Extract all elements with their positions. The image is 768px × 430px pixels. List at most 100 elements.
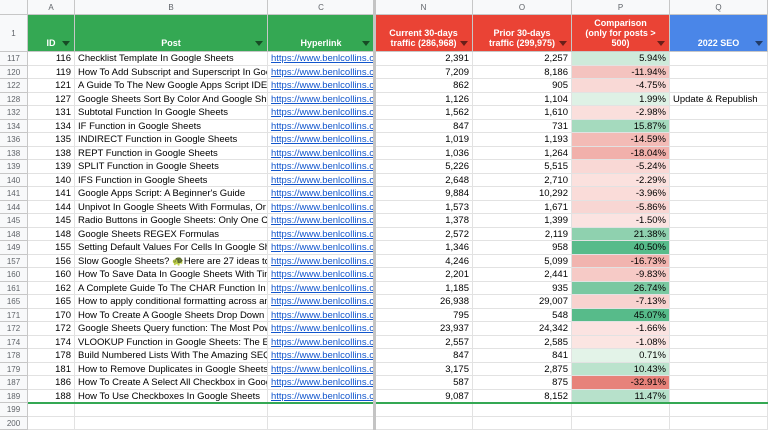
row-number[interactable]: 178 (0, 349, 28, 363)
cell-prior[interactable]: 2,585 (473, 335, 572, 349)
cell-prior[interactable]: 1,399 (473, 214, 572, 228)
cell-prior[interactable]: 841 (473, 349, 572, 363)
row-number[interactable]: 189 (0, 389, 28, 403)
row-number[interactable]: 132 (0, 106, 28, 120)
cell-current[interactable]: 7,209 (375, 65, 473, 79)
cell-current[interactable]: 9,087 (375, 389, 473, 403)
column-header[interactable]: Post (75, 15, 268, 52)
cell-current[interactable]: 2,648 (375, 173, 473, 187)
cell-post[interactable]: How to apply conditional formatting acro… (75, 295, 268, 309)
cell-current[interactable]: 1,346 (375, 241, 473, 255)
cell-comparison[interactable]: 0.71% (572, 349, 670, 363)
cell-hyperlink[interactable]: https://www.benlcollins.com (268, 281, 375, 295)
cell-post[interactable]: REPT Function in Google Sheets (75, 146, 268, 160)
cell-post[interactable]: IF Function in Google Sheets (75, 119, 268, 133)
cell-hyperlink[interactable]: https://www.benlcollins.com (268, 65, 375, 79)
cell-id[interactable]: 145 (28, 214, 75, 228)
cell-post[interactable]: Build Numbered Lists With The Amazing SE… (75, 349, 268, 363)
filter-icon[interactable] (657, 41, 665, 46)
cell-hyperlink[interactable]: https://www.benlcollins.com (268, 133, 375, 147)
cell-id[interactable]: 134 (28, 119, 75, 133)
cell-seo[interactable] (670, 376, 768, 390)
cell-hyperlink[interactable]: https://www.benlcollins.com (268, 241, 375, 255)
cell-hyperlink[interactable]: https://www.benlcollins.com (268, 92, 375, 106)
cell-current[interactable]: 5,226 (375, 160, 473, 174)
column-header[interactable]: Current 30-days traffic (286,968) (375, 15, 473, 52)
filter-icon[interactable] (755, 41, 763, 46)
cell-post[interactable]: Radio Buttons in Google Sheets: Only One… (75, 214, 268, 228)
cell-id[interactable]: 155 (28, 241, 75, 255)
cell-comparison[interactable]: -7.13% (572, 295, 670, 309)
empty-cell[interactable] (375, 416, 473, 430)
cell-current[interactable]: 26,938 (375, 295, 473, 309)
cell-post[interactable]: IFS Function in Google Sheets (75, 173, 268, 187)
cell-seo[interactable] (670, 362, 768, 376)
cell-current[interactable]: 795 (375, 308, 473, 322)
cell-post[interactable]: INDIRECT Function in Google Sheets (75, 133, 268, 147)
row-number[interactable]: 122 (0, 79, 28, 93)
cell-post[interactable]: Slow Google Sheets? 🐢Here are 27 ideas t… (75, 254, 268, 268)
row-number[interactable]: 136 (0, 133, 28, 147)
row-number[interactable]: 157 (0, 254, 28, 268)
row-number[interactable]: 161 (0, 281, 28, 295)
empty-cell[interactable] (572, 416, 670, 430)
cell-id[interactable]: 139 (28, 160, 75, 174)
cell-hyperlink[interactable]: https://www.benlcollins.com (268, 119, 375, 133)
empty-cell[interactable] (268, 403, 375, 417)
cell-hyperlink[interactable]: https://www.benlcollins.com (268, 322, 375, 336)
cell-hyperlink[interactable]: https://www.benlcollins.com (268, 254, 375, 268)
cell-prior[interactable]: 2,441 (473, 268, 572, 282)
cell-id[interactable]: 144 (28, 200, 75, 214)
cell-seo[interactable] (670, 160, 768, 174)
cell-seo[interactable] (670, 187, 768, 201)
cell-hyperlink[interactable]: https://www.benlcollins.com (268, 295, 375, 309)
cell-post[interactable]: Google Apps Script: A Beginner's Guide (75, 187, 268, 201)
cell-prior[interactable]: 2,257 (473, 52, 572, 66)
cell-post[interactable]: How To Create A Select All Checkbox in G… (75, 376, 268, 390)
column-header[interactable]: Prior 30-days traffic (299,975) (473, 15, 572, 52)
cell-comparison[interactable]: 26.74% (572, 281, 670, 295)
cell-current[interactable]: 1,019 (375, 133, 473, 147)
cell-current[interactable]: 1,036 (375, 146, 473, 160)
empty-cell[interactable] (268, 416, 375, 430)
cell-post[interactable]: How To Save Data In Google Sheets With T… (75, 268, 268, 282)
cell-post[interactable]: VLOOKUP Function in Google Sheets: The E… (75, 335, 268, 349)
empty-cell[interactable] (28, 416, 75, 430)
cell-post[interactable]: Checklist Template In Google Sheets (75, 52, 268, 66)
row-number[interactable]: 149 (0, 241, 28, 255)
cell-id[interactable]: 172 (28, 322, 75, 336)
row-number[interactable]: 140 (0, 173, 28, 187)
cell-seo[interactable] (670, 295, 768, 309)
cell-prior[interactable]: 1,104 (473, 92, 572, 106)
cell-id[interactable]: 116 (28, 52, 75, 66)
cell-seo[interactable] (670, 52, 768, 66)
cell-hyperlink[interactable]: https://www.benlcollins.com (268, 227, 375, 241)
cell-post[interactable]: A Complete Guide To The CHAR Function In… (75, 281, 268, 295)
cell-comparison[interactable]: 15.87% (572, 119, 670, 133)
cell-comparison[interactable]: -9.83% (572, 268, 670, 282)
cell-id[interactable]: 140 (28, 173, 75, 187)
cell-prior[interactable]: 8,152 (473, 389, 572, 403)
cell-prior[interactable]: 935 (473, 281, 572, 295)
cell-id[interactable]: 165 (28, 295, 75, 309)
cell-hyperlink[interactable]: https://www.benlcollins.com (268, 79, 375, 93)
cell-prior[interactable]: 24,342 (473, 322, 572, 336)
filter-icon[interactable] (62, 41, 70, 46)
cell-seo[interactable] (670, 281, 768, 295)
cell-seo[interactable] (670, 241, 768, 255)
cell-id[interactable]: 119 (28, 65, 75, 79)
cell-comparison[interactable]: 21.38% (572, 227, 670, 241)
cell-hyperlink[interactable]: https://www.benlcollins.com (268, 200, 375, 214)
cell-current[interactable]: 2,572 (375, 227, 473, 241)
cell-current[interactable]: 1,185 (375, 281, 473, 295)
cell-post[interactable]: SPLIT Function in Google Sheets (75, 160, 268, 174)
cell-seo[interactable] (670, 79, 768, 93)
cell-post[interactable]: Google Sheets Query function: The Most P… (75, 322, 268, 336)
row-number[interactable]: 165 (0, 295, 28, 309)
row-number[interactable]: 200 (0, 416, 28, 430)
cell-prior[interactable]: 731 (473, 119, 572, 133)
row-number[interactable]: 174 (0, 335, 28, 349)
cell-seo[interactable] (670, 106, 768, 120)
cell-hyperlink[interactable]: https://www.benlcollins.com (268, 214, 375, 228)
empty-cell[interactable] (75, 403, 268, 417)
